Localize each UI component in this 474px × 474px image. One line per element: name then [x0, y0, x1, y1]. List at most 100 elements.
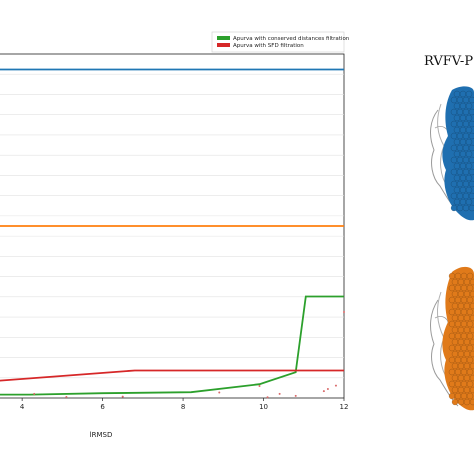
- atom-sphere: [463, 386, 471, 394]
- atom-sphere: [466, 380, 474, 388]
- atom-sphere: [466, 308, 474, 316]
- atom-sphere: [462, 192, 470, 200]
- series-line-3: [0, 369, 344, 382]
- atom-sphere: [465, 150, 473, 158]
- atom-sphere: [459, 138, 467, 146]
- atom-sphere: [465, 102, 473, 110]
- atom-sphere: [466, 344, 474, 352]
- atom-sphere: [469, 362, 474, 370]
- atom-sphere: [460, 356, 468, 364]
- atom-sphere: [466, 332, 474, 340]
- atom-sphere: [454, 332, 462, 340]
- atom-sphere: [463, 398, 471, 406]
- x-tick-label: 12: [340, 403, 349, 411]
- atom-sphere: [465, 186, 473, 194]
- atom-sphere: [448, 356, 456, 364]
- atom-sphere: [460, 332, 468, 340]
- atom-sphere: [459, 90, 467, 98]
- atom-sphere: [463, 362, 471, 370]
- side-panel-title: RVFV-P: [424, 54, 473, 69]
- atom-sphere: [453, 186, 461, 194]
- atom-sphere: [463, 374, 471, 382]
- atom-sphere: [454, 392, 462, 400]
- atom-sphere: [462, 204, 470, 212]
- atom-sphere: [450, 132, 458, 140]
- atom-sphere: [465, 90, 473, 98]
- atom-sphere: [451, 398, 459, 406]
- atom-sphere: [465, 138, 473, 146]
- atom-sphere: [465, 126, 473, 134]
- atom-sphere: [448, 272, 456, 280]
- atom-sphere: [454, 344, 462, 352]
- atom-sphere: [453, 162, 461, 170]
- legend-label-conserved: Apurva with conserved distances filtrati…: [233, 36, 350, 42]
- atom-sphere: [456, 108, 464, 116]
- atom-sphere: [468, 168, 474, 176]
- atom-sphere: [451, 314, 459, 322]
- atom-sphere: [463, 338, 471, 346]
- atom-sphere: [459, 114, 467, 122]
- atom-sphere: [462, 156, 470, 164]
- atom-sphere: [465, 198, 473, 206]
- atom-sphere: [454, 368, 462, 376]
- atom-sphere: [469, 278, 474, 286]
- atom-sphere: [459, 186, 467, 194]
- atom-sphere: [450, 180, 458, 188]
- atom-sphere: [448, 320, 456, 328]
- atom-sphere: [450, 192, 458, 200]
- atom-sphere: [451, 302, 459, 310]
- x-tick-label: 8: [181, 403, 185, 411]
- atom-sphere: [448, 368, 456, 376]
- atom-sphere: [448, 284, 456, 292]
- atom-sphere: [460, 344, 468, 352]
- atom-sphere: [459, 150, 467, 158]
- atom-sphere: [453, 198, 461, 206]
- x-axis-ticks: 4 6 8 10 12: [20, 398, 349, 411]
- atom-sphere: [459, 102, 467, 110]
- atom-sphere: [448, 308, 456, 316]
- atom-sphere: [454, 380, 462, 388]
- scatter-point: [322, 390, 325, 393]
- atom-sphere: [463, 350, 471, 358]
- atom-sphere: [456, 120, 464, 128]
- atom-sphere: [460, 380, 468, 388]
- atom-sphere: [454, 320, 462, 328]
- x-axis-label: lRMSD: [90, 431, 113, 439]
- atom-sphere: [457, 386, 465, 394]
- scatter-points: [33, 311, 345, 399]
- x-tick-label: 4: [20, 403, 25, 411]
- x-tick-label: 6: [100, 403, 105, 411]
- atom-sphere: [450, 168, 458, 176]
- atom-sphere: [451, 350, 459, 358]
- atom-sphere: [466, 368, 474, 376]
- atom-sphere: [469, 398, 474, 406]
- atom-sphere: [465, 174, 473, 182]
- atom-sphere: [459, 162, 467, 170]
- atom-sphere: [469, 290, 474, 298]
- scatter-point: [326, 388, 329, 391]
- atom-sphere: [457, 302, 465, 310]
- protein-structure-orange: [430, 266, 474, 411]
- series-line-2: [0, 295, 344, 396]
- atom-sphere: [463, 314, 471, 322]
- scatter-point: [334, 384, 337, 387]
- atom-sphere: [469, 314, 474, 322]
- atom-sphere: [451, 386, 459, 394]
- scatter-point: [33, 392, 36, 395]
- atom-sphere: [454, 296, 462, 304]
- scatter-point: [343, 311, 345, 313]
- atom-sphere: [469, 386, 474, 394]
- atom-sphere: [450, 108, 458, 116]
- series-layer: [0, 68, 344, 396]
- atom-sphere: [469, 350, 474, 358]
- atom-sphere: [450, 120, 458, 128]
- scatter-point: [294, 394, 297, 397]
- atom-sphere: [460, 272, 468, 280]
- atom-sphere: [456, 96, 464, 104]
- atom-sphere: [453, 114, 461, 122]
- scatter-point: [258, 384, 261, 387]
- atom-sphere: [456, 192, 464, 200]
- atom-sphere: [456, 156, 464, 164]
- atom-sphere: [469, 302, 474, 310]
